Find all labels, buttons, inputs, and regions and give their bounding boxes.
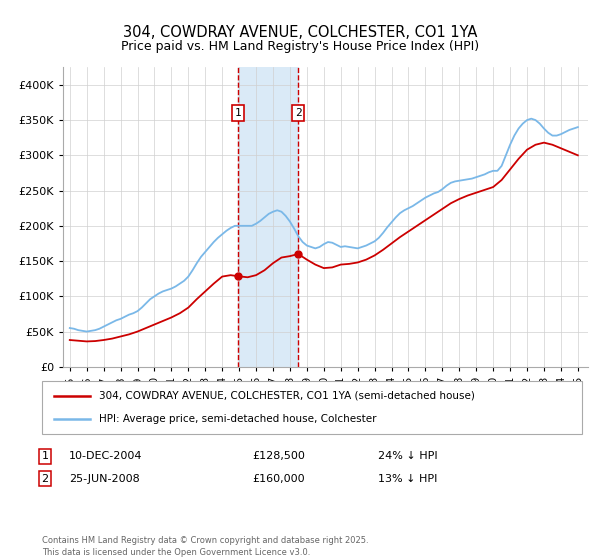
Text: 1: 1 [41,451,49,461]
Text: 2: 2 [41,474,49,484]
Text: 2: 2 [295,108,302,118]
Text: £128,500: £128,500 [252,451,305,461]
Text: Price paid vs. HM Land Registry's House Price Index (HPI): Price paid vs. HM Land Registry's House … [121,40,479,53]
Text: £160,000: £160,000 [252,474,305,484]
Text: 1: 1 [235,108,241,118]
Text: 304, COWDRAY AVENUE, COLCHESTER, CO1 1YA (semi-detached house): 304, COWDRAY AVENUE, COLCHESTER, CO1 1YA… [99,391,475,401]
Text: 25-JUN-2008: 25-JUN-2008 [69,474,140,484]
Text: 13% ↓ HPI: 13% ↓ HPI [378,474,437,484]
Text: 304, COWDRAY AVENUE, COLCHESTER, CO1 1YA: 304, COWDRAY AVENUE, COLCHESTER, CO1 1YA [123,25,477,40]
Bar [238,67,298,367]
Text: Contains HM Land Registry data © Crown copyright and database right 2025.
This d: Contains HM Land Registry data © Crown c… [42,536,368,557]
Text: 10-DEC-2004: 10-DEC-2004 [69,451,143,461]
Text: 24% ↓ HPI: 24% ↓ HPI [378,451,437,461]
Text: HPI: Average price, semi-detached house, Colchester: HPI: Average price, semi-detached house,… [99,414,377,424]
